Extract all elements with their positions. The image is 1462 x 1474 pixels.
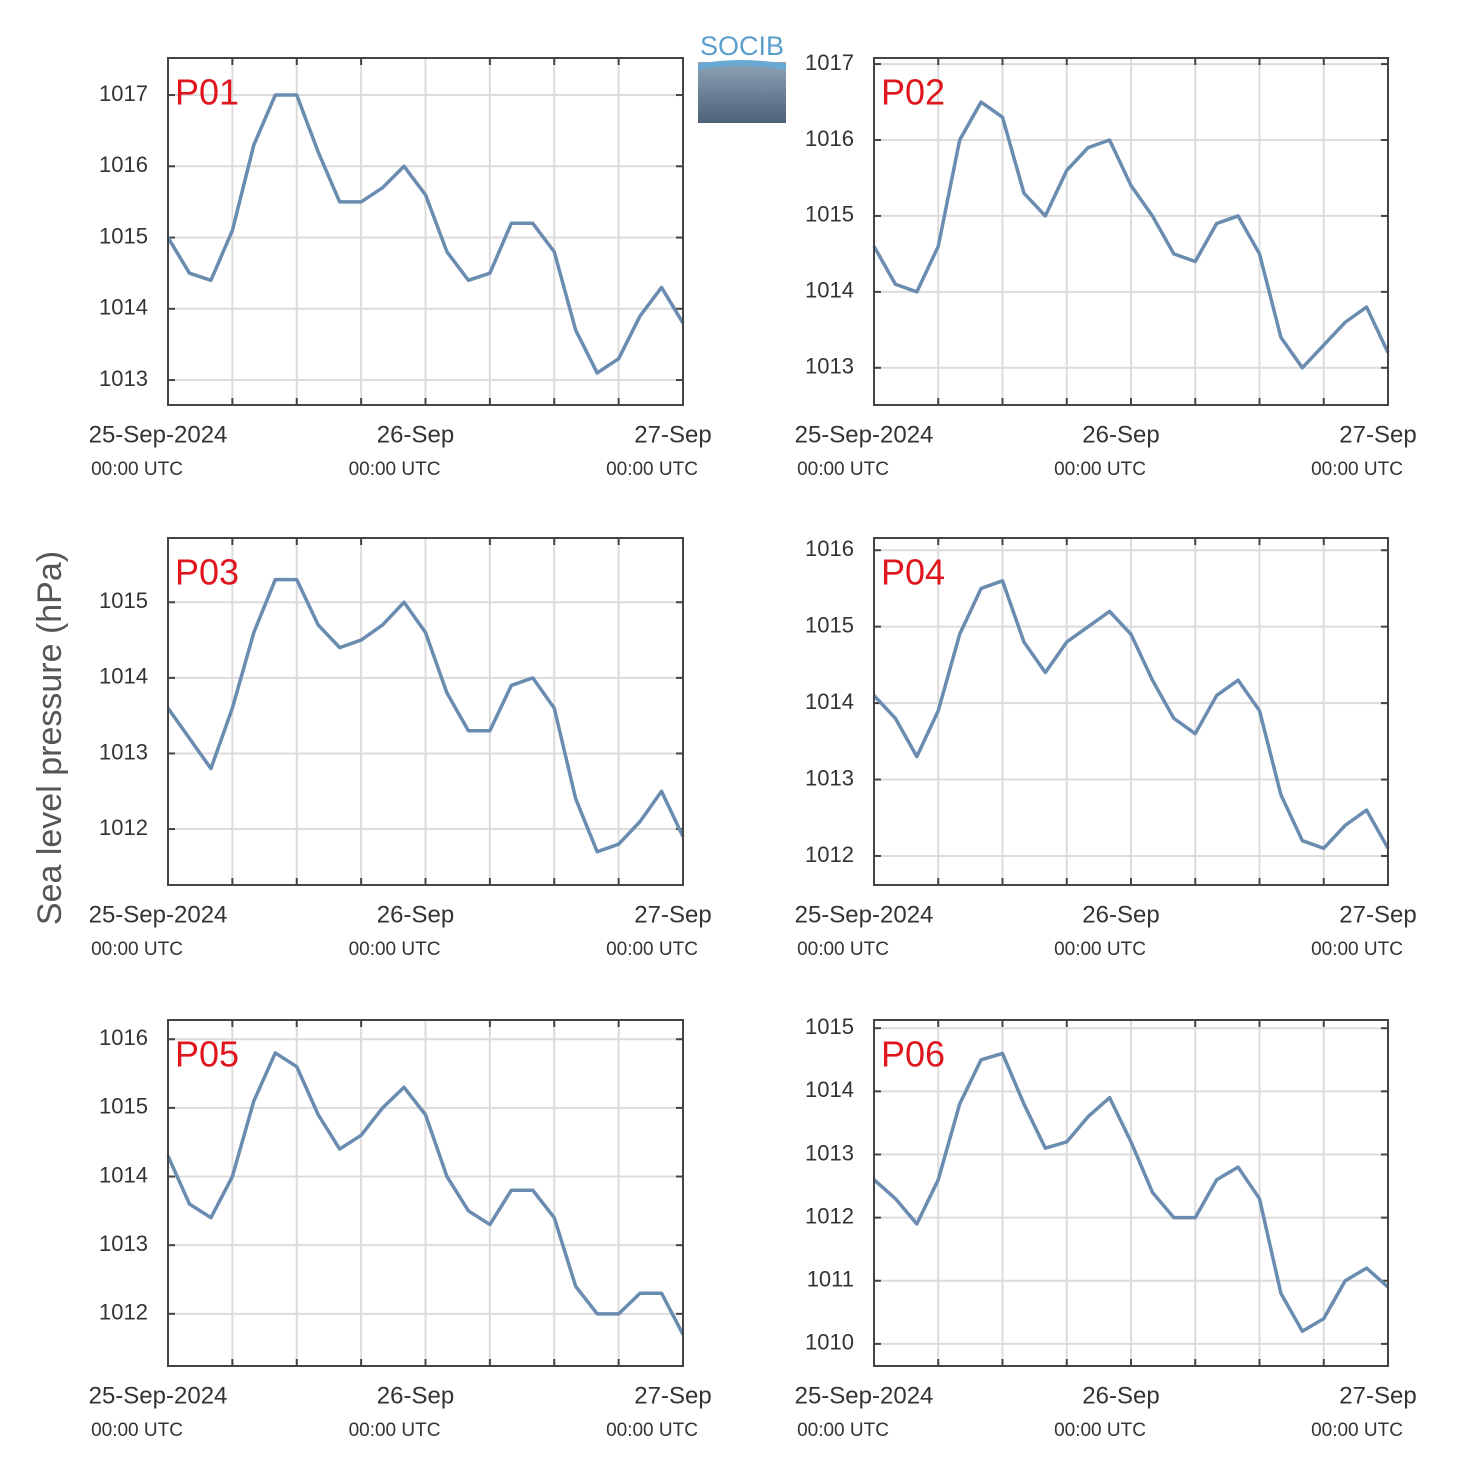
- x-tick-sublabel: 00:00 UTC: [606, 1420, 698, 1441]
- x-tick-sublabel: 00:00 UTC: [797, 939, 889, 960]
- data-line: [872, 579, 1390, 851]
- plot-frame: [873, 537, 1389, 886]
- panel-title: P01: [175, 72, 239, 113]
- y-tick-label: 1012: [99, 815, 148, 840]
- x-tick-label: 27-Sep: [634, 901, 711, 928]
- logo-block: [698, 62, 786, 123]
- x-tick-label: 25-Sep-2024: [89, 901, 228, 928]
- x-tick-label: 26-Sep: [377, 421, 454, 448]
- plot-frame: [873, 57, 1389, 406]
- x-tick-sublabel: 00:00 UTC: [1054, 939, 1146, 960]
- subplot: 1010 1011 1012 1013 1014 1015 25-Sep-2024 00:00…: [795, 1014, 1417, 1441]
- y-tick-label: 1014: [99, 664, 148, 689]
- y-tick-label: 1013: [99, 366, 148, 391]
- y-tick-label: 1013: [99, 739, 148, 764]
- data-line: [166, 577, 685, 854]
- data-line: [872, 100, 1390, 370]
- x-tick-label: 26-Sep: [1082, 1382, 1159, 1409]
- x-tick-label: 25-Sep-2024: [795, 1382, 934, 1409]
- x-tick-label: 27-Sep: [634, 1382, 711, 1409]
- y-tick-label: 1015: [99, 1094, 148, 1119]
- panel-title: P05: [175, 1034, 239, 1075]
- y-tick-label: 1013: [805, 765, 854, 790]
- logo-text: SOCIB: [700, 31, 784, 61]
- x-tick-sublabel: 00:00 UTC: [349, 939, 441, 960]
- x-tick-sublabel: 00:00 UTC: [349, 1420, 441, 1441]
- y-tick-label: 1010: [805, 1330, 854, 1355]
- y-tick-label: 1012: [805, 842, 854, 867]
- subplot: 1012 1013 1014 1015 1016 25-Sep-2024 00:00 UTC…: [795, 536, 1417, 960]
- y-tick-label: 1015: [805, 202, 854, 227]
- y-tick-label: 1014: [805, 689, 854, 714]
- y-tick-label: 1013: [805, 1140, 854, 1165]
- data-line: [166, 1051, 685, 1336]
- plot-frame: [167, 1019, 684, 1367]
- x-tick-label: 27-Sep: [1339, 901, 1416, 928]
- panel-title: P04: [881, 552, 945, 593]
- x-tick-label: 26-Sep: [1082, 901, 1159, 928]
- y-axis-label: Sea level pressure (hPa): [31, 551, 69, 925]
- y-tick-label: 1016: [805, 536, 854, 561]
- x-tick-label: 25-Sep-2024: [795, 421, 934, 448]
- x-tick-sublabel: 00:00 UTC: [91, 1420, 183, 1441]
- y-tick-label: 1015: [99, 223, 148, 248]
- x-tick-sublabel: 00:00 UTC: [797, 459, 889, 480]
- panel-title: P06: [881, 1034, 945, 1075]
- x-tick-sublabel: 00:00 UTC: [349, 459, 441, 480]
- y-tick-label: 1012: [805, 1203, 854, 1228]
- x-tick-sublabel: 00:00 UTC: [1311, 939, 1403, 960]
- y-tick-label: 1017: [99, 81, 148, 106]
- y-tick-label: 1017: [805, 50, 854, 75]
- x-tick-label: 25-Sep-2024: [89, 1382, 228, 1409]
- panel-title: P02: [881, 72, 945, 113]
- x-tick-label: 27-Sep: [1339, 421, 1416, 448]
- x-tick-label: 25-Sep-2024: [89, 421, 228, 448]
- x-tick-sublabel: 00:00 UTC: [1311, 1420, 1403, 1441]
- x-tick-label: 27-Sep: [634, 421, 711, 448]
- y-tick-label: 1016: [99, 152, 148, 177]
- y-tick-label: 1013: [805, 354, 854, 379]
- panel-title: P03: [175, 552, 239, 593]
- y-tick-label: 1016: [805, 126, 854, 151]
- x-tick-sublabel: 00:00 UTC: [91, 459, 183, 480]
- x-tick-label: 26-Sep: [1082, 421, 1159, 448]
- y-tick-label: 1013: [99, 1231, 148, 1256]
- y-tick-label: 1014: [805, 278, 854, 303]
- y-tick-label: 1014: [99, 295, 148, 320]
- data-line: [166, 93, 685, 375]
- y-tick-label: 1014: [805, 1077, 854, 1102]
- x-tick-sublabel: 00:00 UTC: [1054, 459, 1146, 480]
- y-tick-label: 1015: [805, 1014, 854, 1039]
- y-tick-label: 1014: [99, 1162, 148, 1187]
- subplot: 1013 1014 1015 1016 1017 25-Sep-2024 00:00 UTC…: [89, 57, 712, 480]
- plot-frame: [873, 1019, 1389, 1367]
- x-tick-label: 27-Sep: [1339, 1382, 1416, 1409]
- x-tick-sublabel: 00:00 UTC: [606, 459, 698, 480]
- subplot: 1012 1013 1014 1015 1016 25-Sep-2024 00:00 UTC…: [89, 1019, 712, 1441]
- x-tick-sublabel: 00:00 UTC: [797, 1420, 889, 1441]
- plot-frame: [167, 57, 684, 406]
- data-line: [872, 1051, 1390, 1334]
- y-tick-label: 1016: [99, 1025, 148, 1050]
- y-tick-label: 1015: [99, 588, 148, 613]
- x-tick-label: 26-Sep: [377, 1382, 454, 1409]
- y-tick-label: 1011: [807, 1267, 854, 1292]
- subplot: 1013 1014 1015 1016 1017 25-Sep-2024 00:00 UTC…: [795, 50, 1417, 480]
- logo-wave: [698, 60, 786, 70]
- x-tick-label: 25-Sep-2024: [795, 901, 934, 928]
- x-tick-sublabel: 00:00 UTC: [606, 939, 698, 960]
- plot-frame: [167, 537, 684, 886]
- logo: SOCIB: [698, 31, 786, 123]
- x-tick-label: 26-Sep: [377, 901, 454, 928]
- subplot: 1012 1013 1014 1015 25-Sep-2024 00:00 UTC 26-S…: [89, 537, 712, 960]
- y-tick-label: 1012: [99, 1300, 148, 1325]
- x-tick-sublabel: 00:00 UTC: [1054, 1420, 1146, 1441]
- x-tick-sublabel: 00:00 UTC: [1311, 459, 1403, 480]
- x-tick-sublabel: 00:00 UTC: [91, 939, 183, 960]
- y-tick-label: 1015: [805, 612, 854, 637]
